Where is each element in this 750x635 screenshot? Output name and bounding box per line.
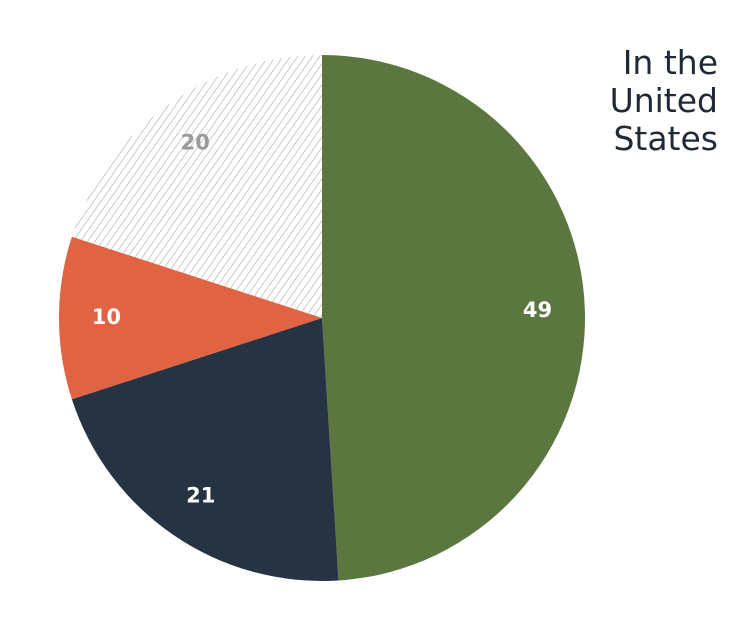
pie-slice [71, 55, 323, 318]
data-label: 20 [181, 131, 210, 155]
pie-slice [322, 55, 585, 581]
data-label: 49 [523, 298, 552, 322]
data-label: 21 [186, 483, 215, 507]
data-label: 10 [92, 305, 121, 329]
chart-title: In the United States [609, 43, 718, 158]
pie-slice [71, 318, 339, 581]
pie-slice [58, 236, 322, 400]
